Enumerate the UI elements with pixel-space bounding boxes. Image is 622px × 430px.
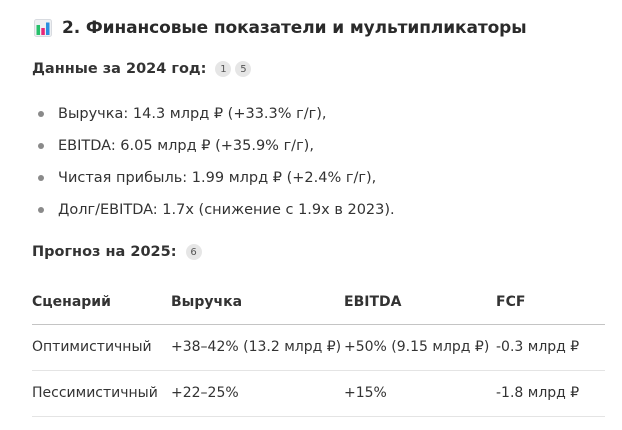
table-row: Оптимистичный +38–42% (13.2 млрд ₽) +50%…	[32, 324, 605, 371]
bar-chart-icon	[34, 19, 52, 37]
forecast-table: Сценарий Выручка EBITDA FCF Оптимистичны…	[32, 280, 605, 417]
table-cell: Пессимистичный	[32, 370, 171, 417]
table-header-row: Сценарий Выручка EBITDA FCF	[32, 280, 605, 325]
column-header-ebitda: EBITDA	[344, 280, 496, 325]
column-header-fcf: FCF	[496, 280, 605, 325]
table-cell: Оптимистичный	[32, 324, 171, 371]
bullet-icon	[38, 175, 44, 181]
forecast-2025-label-text: Прогноз на 2025:	[32, 244, 177, 260]
list-item: EBITDA: 6.05 млрд ₽ (+35.9% г/г),	[38, 130, 395, 162]
table-cell: +15%	[344, 370, 496, 417]
list-item-text: Долг/EBITDA: 1.7x (снижение с 1.9x в 202…	[58, 202, 395, 218]
table-cell: +38–42% (13.2 млрд ₽)	[171, 324, 344, 371]
list-item: Чистая прибыль: 1.99 млрд ₽ (+2.4% г/г),	[38, 162, 395, 194]
table-row: Пессимистичный +22–25% +15% -1.8 млрд ₽	[32, 370, 605, 417]
table-cell: -1.8 млрд ₽	[496, 370, 605, 417]
forecast-2025-label: Прогноз на 2025: 6	[32, 241, 202, 263]
bullet-icon	[38, 111, 44, 117]
table-cell: -0.3 млрд ₽	[496, 324, 605, 371]
list-item-text: Выручка: 14.3 млрд ₽ (+33.3% г/г),	[58, 106, 327, 122]
list-item: Выручка: 14.3 млрд ₽ (+33.3% г/г),	[38, 98, 395, 130]
data-2024-list: Выручка: 14.3 млрд ₽ (+33.3% г/г), EBITD…	[38, 98, 395, 226]
section-heading: 2. Финансовые показатели и мультипликато…	[34, 14, 527, 42]
list-item-text: Чистая прибыль: 1.99 млрд ₽ (+2.4% г/г),	[58, 170, 377, 186]
citation-badge[interactable]: 1	[215, 61, 232, 77]
data-2024-label: Данные за 2024 год: 1 5	[32, 58, 252, 80]
column-header-scenario: Сценарий	[32, 280, 171, 325]
table-cell: +50% (9.15 млрд ₽)	[344, 324, 496, 371]
bullet-icon	[38, 143, 44, 149]
citation-badge[interactable]: 5	[235, 61, 252, 77]
data-2024-label-text: Данные за 2024 год:	[32, 61, 207, 77]
table-cell: +22–25%	[171, 370, 344, 417]
bullet-icon	[38, 207, 44, 213]
column-header-revenue: Выручка	[171, 280, 344, 325]
citation-badge[interactable]: 6	[185, 244, 202, 260]
list-item-text: EBITDA: 6.05 млрд ₽ (+35.9% г/г),	[58, 138, 314, 154]
section-title: 2. Финансовые показатели и мультипликато…	[62, 18, 527, 38]
list-item: Долг/EBITDA: 1.7x (снижение с 1.9x в 202…	[38, 194, 395, 226]
